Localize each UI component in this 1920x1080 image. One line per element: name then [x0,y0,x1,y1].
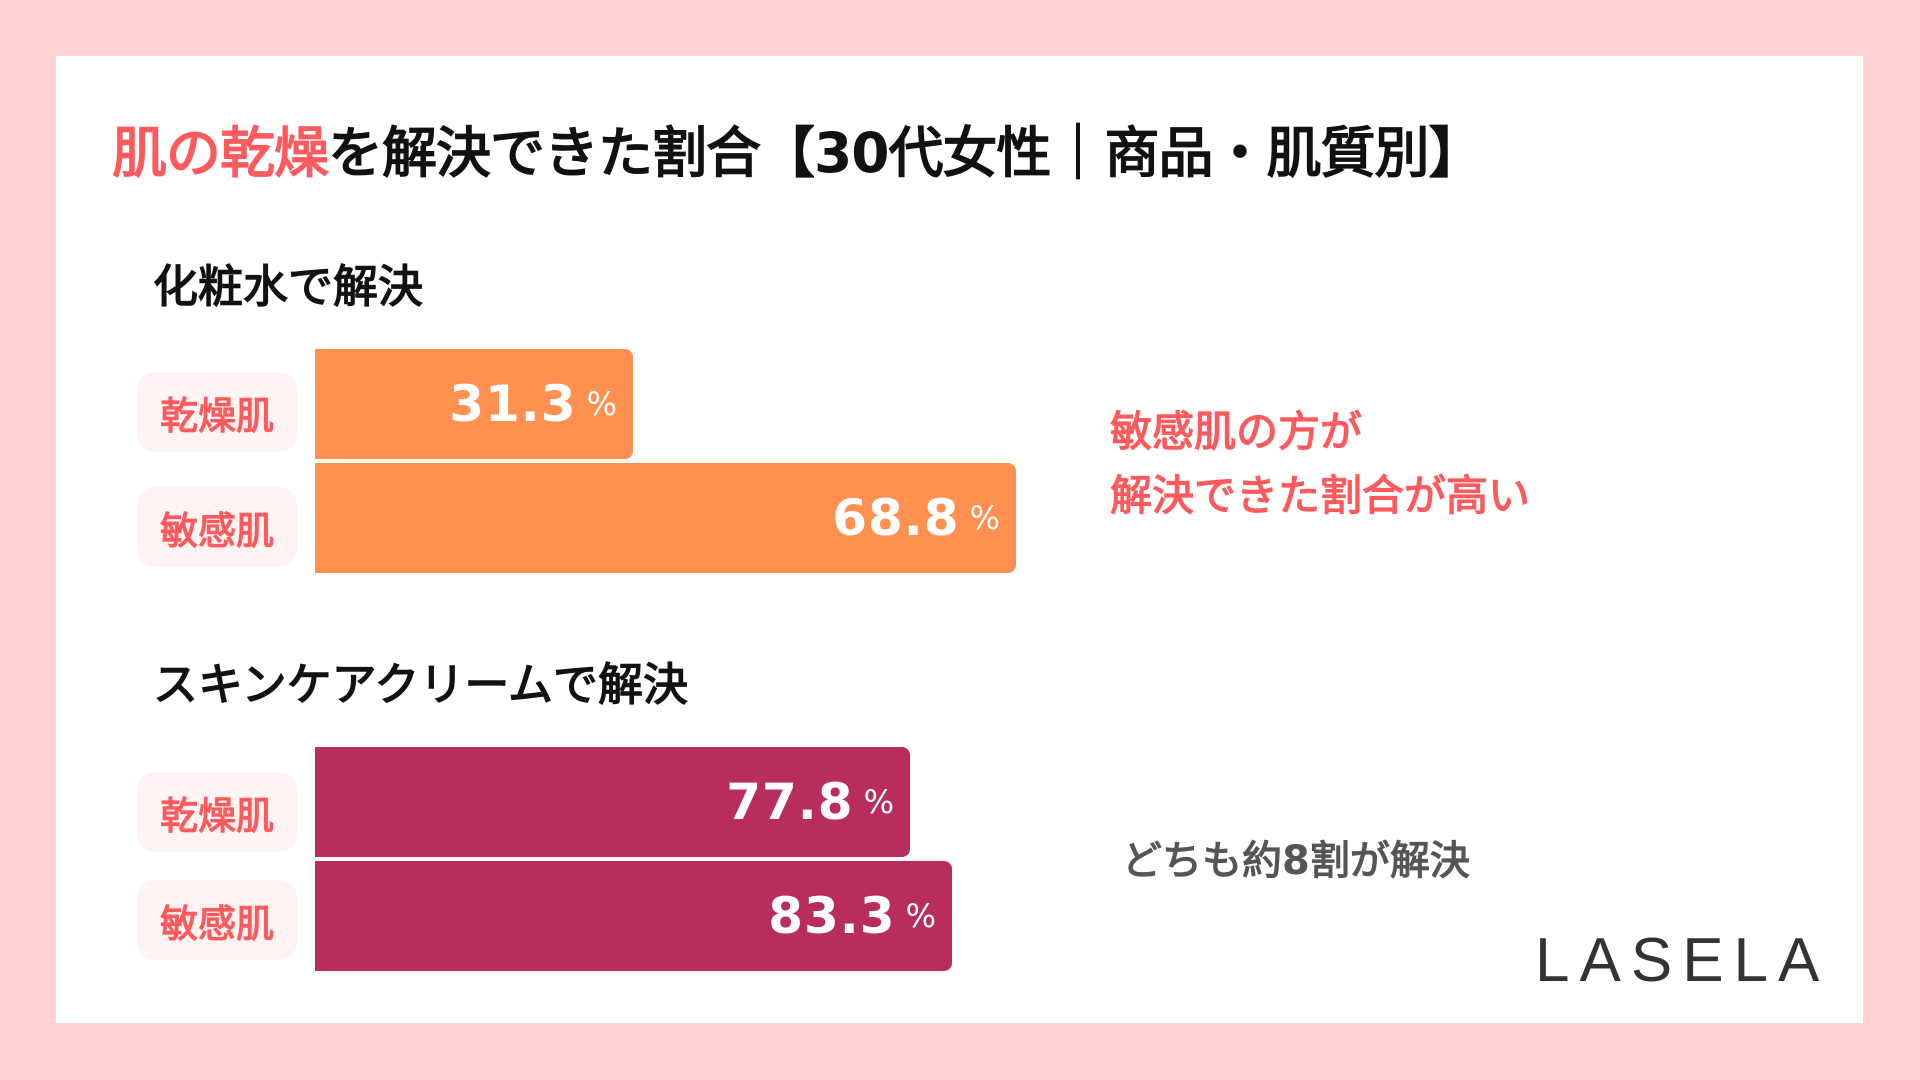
title-rest: を解決できた割合【30代女性｜商品・肌質別】 [328,121,1484,185]
bar-value: 83.3 [768,887,896,945]
bar-lotion-sensitive-skin: 68.8% [315,463,1016,573]
bar-cream-sensitive-skin: 83.3% [315,861,952,971]
note-line: 敏感肌の方が [1110,407,1363,456]
note-cream: どちも約8割が解決 [1122,838,1470,884]
bar-label-dry-skin: 乾燥肌 [137,372,297,452]
bar-label-sensitive-skin: 敏感肌 [137,880,297,960]
bar-unit: % [905,897,936,935]
section-title-cream: スキンケアクリームで解決 [153,658,689,711]
brand-logo: LASELA [1535,926,1830,995]
bar-label-sensitive-skin: 敏感肌 [137,487,297,567]
bar-lotion-dry-skin: 31.3% [315,349,633,459]
bar-unit: % [969,499,1000,537]
bar-value: 31.3 [449,375,577,433]
bar-value: 77.8 [726,773,854,831]
bar-unit: % [586,385,617,423]
note-line: 解決できた割合が高い [1110,471,1531,520]
title-accent: 肌の乾燥 [112,121,329,185]
note-lotion: 敏感肌の方が 解決できた割合が高い [1110,400,1530,528]
bar-unit: % [863,783,894,821]
section-title-lotion: 化粧水で解決 [153,260,424,313]
bar-cream-dry-skin: 77.8% [315,747,910,857]
page-title: 肌の乾燥を解決できた割合【30代女性｜商品・肌質別】 [112,108,1484,188]
bar-value: 68.8 [832,489,960,547]
bar-label-dry-skin: 乾燥肌 [137,772,297,852]
